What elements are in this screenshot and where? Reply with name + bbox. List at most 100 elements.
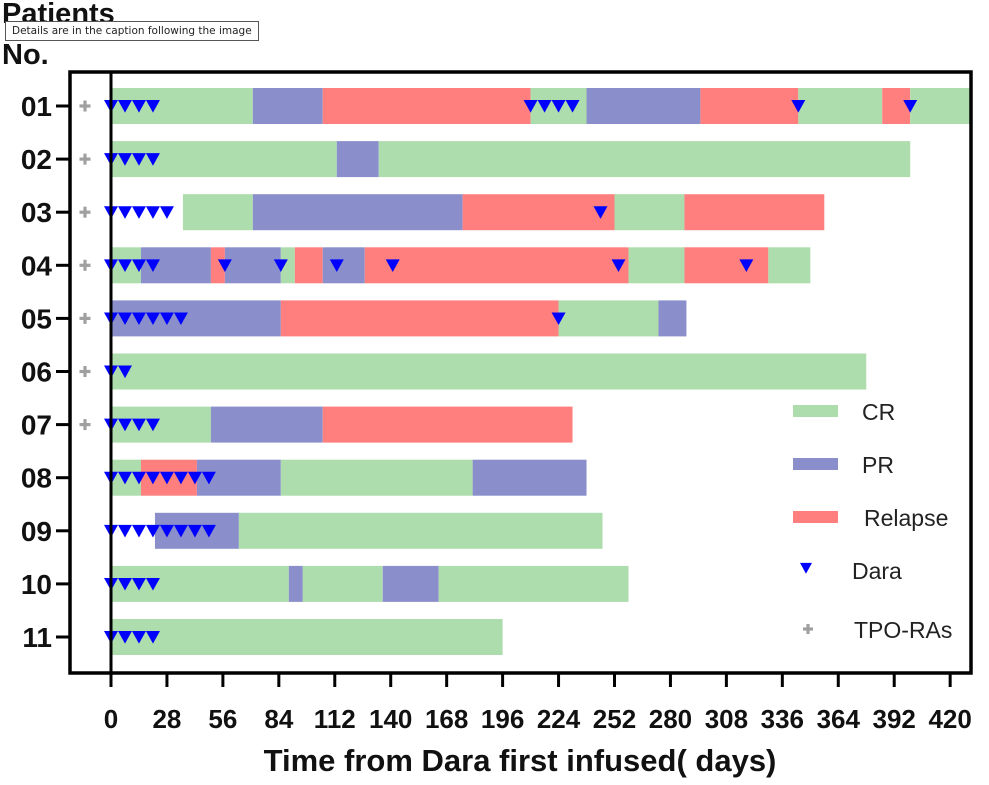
y-tick-label-04: 04 (21, 250, 53, 281)
dara-marker-patient-11-2 (131, 631, 146, 644)
dara-marker-patient-04-3 (145, 259, 160, 272)
dara-marker-patient-09-5 (173, 524, 188, 538)
dara-marker-patient-07-3 (145, 418, 160, 432)
dara-marker-patient-11-1 (117, 631, 132, 644)
y-tick-label-05: 05 (21, 303, 52, 334)
dara-marker-patient-04-1 (117, 259, 132, 272)
x-tick-label-224: 224 (537, 704, 581, 734)
dara-marker-patient-05-4 (159, 312, 174, 326)
bar-patient-04-cr-4 (280, 247, 295, 284)
dara-marker-patient-01-4 (523, 100, 538, 113)
dara-marker-patient-01-5 (537, 100, 552, 113)
y-tick-label-03: 03 (21, 197, 52, 228)
bar-patient-10-cr-4 (438, 565, 629, 602)
tpo-marker-patient-04-v (83, 259, 87, 271)
legend-swatch-relapse (793, 511, 838, 523)
tpo-marker-patient-03 (79, 206, 91, 218)
dara-marker-patient-08-6 (187, 471, 202, 485)
dara-marker-patient-04-4 (217, 259, 232, 272)
bar-patient-04-pr-6 (322, 247, 365, 284)
bar-patient-04-cr-10 (768, 247, 811, 284)
legend-label-cr: CR (862, 399, 895, 425)
dara-marker-patient-01-6 (551, 100, 566, 113)
bar-patient-01-cr-8 (910, 88, 971, 124)
dara-marker-patient-10-3 (145, 577, 160, 591)
dara-marker-patient-04-8 (611, 259, 626, 272)
bar-patient-05-cr-2 (558, 300, 659, 337)
dara-marker-patient-07-1 (117, 418, 132, 432)
tpo-marker-patient-04 (79, 259, 91, 271)
dara-marker-patient-09-7 (201, 524, 216, 538)
dara-marker-patient-02-1 (117, 153, 132, 166)
dara-marker-patient-08-1 (117, 471, 132, 485)
plot-frame (68, 70, 973, 675)
legend-item-cr: CR (793, 399, 895, 425)
legend-item-dara: Dara (800, 558, 902, 584)
bar-patient-02-cr-2 (378, 141, 911, 178)
legend-label-dara: Dara (852, 558, 902, 584)
bar-patient-02-pr-1 (336, 141, 379, 178)
dara-marker-patient-09-1 (117, 524, 132, 538)
bar-patient-04-relapse-9 (684, 247, 769, 284)
y-tick-label-08: 08 (21, 463, 52, 494)
tpo-marker-patient-02-v (83, 153, 87, 165)
x-tick-label-56: 56 (208, 704, 237, 734)
y-tick-label-02: 02 (21, 144, 52, 175)
tpo-marker-patient-02 (79, 153, 91, 165)
dara-marker-patient-03-3 (145, 206, 160, 219)
dara-marker-patient-03-2 (131, 206, 146, 219)
dara-marker-patient-02-3 (145, 153, 160, 166)
dara-marker-patient-01-9 (903, 100, 918, 113)
bar-patient-01-relapse-7 (882, 88, 911, 124)
x-tick-label-28: 28 (152, 704, 181, 734)
bar-patient-11-cr-0 (111, 619, 503, 655)
axes-layer: 01 02 03 04 05 06 07 08 09 10 11 0 28 56 84 112 140 168 19… (21, 70, 973, 734)
legend-dara-icon (800, 562, 812, 574)
dara-marker-patient-01-2 (131, 100, 146, 113)
x-tick-label-196: 196 (481, 704, 524, 734)
x-tick-label-364: 364 (817, 704, 861, 734)
tpo-marker-patient-07 (79, 419, 91, 431)
dara-marker-patient-09-3 (145, 524, 160, 538)
x-tick-label-168: 168 (425, 704, 468, 734)
dara-marker-patient-01-3 (145, 100, 160, 113)
legend-swatch-pr (793, 458, 838, 470)
x-tick-label-392: 392 (873, 704, 916, 734)
tpo-marker-patient-01 (79, 100, 91, 112)
dara-marker-patient-08-3 (145, 471, 160, 485)
caption-tooltip: Details are in the caption following the… (5, 21, 259, 41)
dara-marker-patient-05-1 (117, 312, 132, 326)
dara-marker-patient-04-9 (739, 259, 754, 272)
y-tick-label-06: 06 (21, 357, 52, 388)
dara-marker-patient-10-2 (131, 577, 146, 591)
x-tick-label-336: 336 (761, 704, 804, 734)
bar-patient-03-relapse-2 (462, 194, 615, 231)
bar-patient-10-pr-3 (382, 565, 439, 602)
bar-patient-01-relapse-5 (700, 88, 799, 124)
bar-patient-01-cr-6 (798, 88, 883, 124)
bar-patient-03-cr-0 (182, 194, 253, 231)
y-tick-label-11: 11 (22, 622, 52, 653)
dara-marker-patient-04-6 (329, 259, 344, 272)
dara-marker-patient-08-7 (201, 471, 216, 485)
dara-marker-patient-01-7 (565, 100, 580, 113)
bar-patient-10-pr-1 (288, 565, 303, 602)
dara-marker-patient-11-3 (145, 631, 160, 644)
y-tick-label-07: 07 (21, 410, 52, 441)
dara-marker-patient-08-4 (159, 471, 174, 485)
legend-tpo-icon-v (806, 624, 810, 634)
legend-label-relapse: Relapse (864, 505, 948, 531)
bar-patient-03-relapse-4 (684, 194, 825, 231)
tpo-marker-patient-03-v (83, 206, 87, 218)
bar-patient-07-pr-1 (210, 406, 323, 443)
dara-marker-patient-05-2 (131, 312, 146, 326)
x-tick-label-112: 112 (314, 704, 356, 734)
tpo-marker-patient-06 (79, 366, 91, 377)
bar-patient-10-cr-2 (302, 565, 383, 602)
bars-layer (111, 88, 971, 655)
dara-marker-patient-10-1 (117, 577, 132, 591)
bar-patient-08-cr-3 (280, 459, 473, 496)
y-tick-label-01: 01 (21, 91, 52, 122)
bar-patient-05-relapse-1 (280, 300, 559, 337)
